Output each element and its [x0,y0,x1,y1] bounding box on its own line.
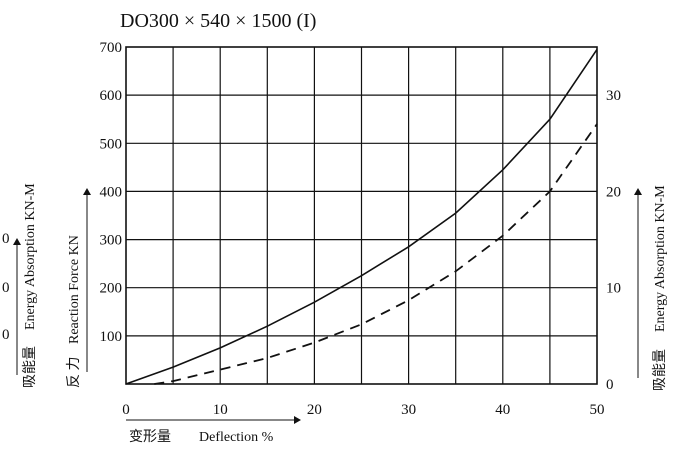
y-left-tick-label: 400 [100,184,123,200]
x-tick-label: 0 [122,402,130,418]
y-right-tick-label: 30 [606,88,621,104]
x-tick-label: 50 [590,402,605,418]
y-left-axis-ticks: 100 200 300 400 500 600 700 [100,40,123,345]
y-left-outer-axis-label-group: 吸能量 Energy Absorption KN-M [13,183,38,388]
y-right-axis-label-cn: 吸能量 [652,349,668,391]
y-left-axis-arrowhead [83,188,91,195]
y-right-tick-label: 10 [606,281,621,297]
x-tick-label: 20 [307,402,322,418]
series-layer [125,48,598,385]
x-axis-label-group: 变形量 Deflection % [126,416,301,445]
y-left-outer-tick-label: 0 [2,280,10,296]
y-left-tick-label: 100 [100,329,123,345]
y-left-axis-label-group: 反 力 Reaction Force KN [66,188,91,388]
y-left-tick-label: 300 [100,233,123,249]
y-right-tick-label: 0 [606,377,614,393]
x-axis-ticks: 0 10 20 30 40 50 [122,402,604,418]
x-axis-label-en: Deflection % [199,430,274,445]
y-left-tick-label: 600 [100,88,123,104]
y-right-axis-label-group: 吸能量 Energy Absorption KN-M [634,185,668,391]
y-left-outer-axis-ticks: 0 0 0 [2,231,10,343]
y-left-outer-axis-arrowhead [13,238,21,245]
plot-frame [125,46,598,385]
grid-lines [126,47,597,384]
y-left-tick-label: 700 [100,40,123,56]
reaction-force-curve [125,48,598,385]
x-tick-label: 40 [495,402,510,418]
y-left-outer-axis-label-cn: 吸能量 [22,346,38,388]
x-axis-label-cn: 变形量 [129,429,171,445]
y-right-axis-arrowhead [634,188,642,195]
y-left-axis-label-en: Reaction Force KN [67,235,82,344]
y-right-axis-ticks: 0 10 20 30 [606,88,621,393]
y-left-outer-axis-label-en: Energy Absorption KN-M [23,183,38,330]
x-tick-label: 10 [213,402,228,418]
y-left-outer-tick-label: 0 [2,231,10,247]
chart-title: DO300 × 540 × 1500 (I) [120,10,316,32]
y-left-outer-tick-label: 0 [2,327,10,343]
y-left-axis-label-cn: 反 力 [66,357,82,389]
y-left-tick-label: 500 [100,136,123,152]
x-axis-arrowhead [294,416,301,424]
energy-absorption-curve [154,123,598,385]
y-left-tick-label: 200 [100,281,123,297]
y-right-tick-label: 20 [606,184,621,200]
x-tick-label: 30 [401,402,416,418]
y-right-axis-label-en: Energy Absorption KN-M [653,185,668,332]
plot-border [125,46,598,385]
plot-area [125,46,598,385]
